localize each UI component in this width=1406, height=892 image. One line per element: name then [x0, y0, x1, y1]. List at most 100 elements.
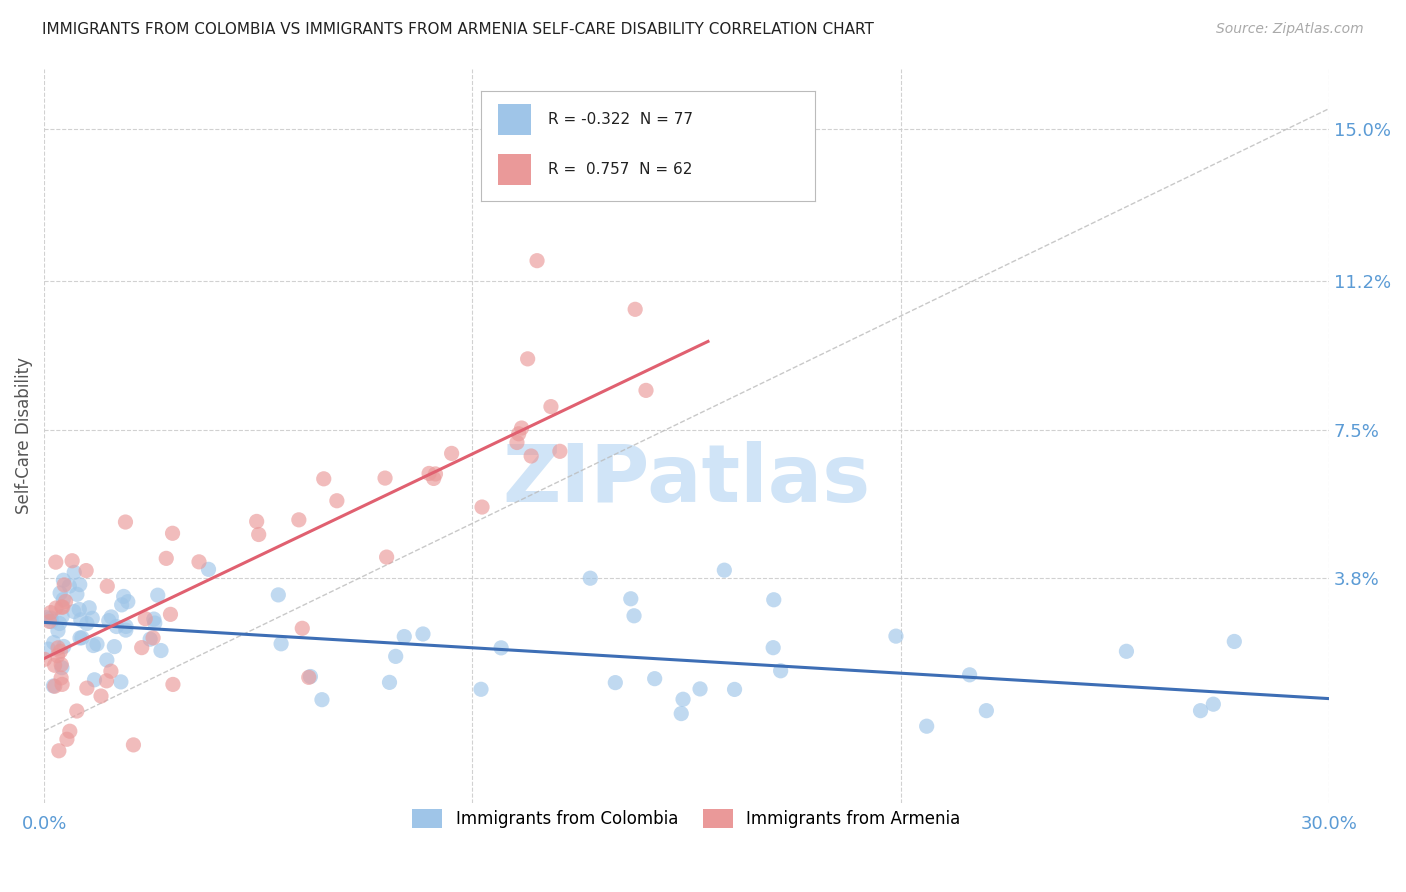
- Point: [188, 555, 211, 569]
- Point: [672, 692, 695, 706]
- Point: [82, 611, 104, 625]
- Point: [142, 631, 165, 645]
- Point: [69, 577, 91, 591]
- Point: [548, 444, 571, 458]
- Point: [247, 527, 270, 541]
- Point: [46, 624, 69, 638]
- Point: [39, 611, 62, 625]
- Point: [471, 500, 494, 514]
- Text: 0.0%: 0.0%: [21, 815, 67, 833]
- Point: [100, 664, 122, 678]
- Point: [526, 253, 548, 268]
- Point: [267, 588, 290, 602]
- Point: [111, 598, 134, 612]
- Point: [34, 652, 56, 666]
- Point: [418, 467, 440, 481]
- Point: [1223, 634, 1246, 648]
- Point: [412, 627, 434, 641]
- Point: [162, 677, 184, 691]
- Point: [96, 653, 118, 667]
- Point: [634, 384, 657, 398]
- Point: [540, 400, 562, 414]
- Point: [70, 631, 93, 645]
- Point: [58, 579, 80, 593]
- Point: [422, 471, 444, 485]
- Point: [67, 602, 90, 616]
- Point: [291, 621, 314, 635]
- Point: [100, 610, 122, 624]
- Point: [884, 629, 907, 643]
- Point: [51, 657, 73, 672]
- Point: [155, 551, 177, 566]
- Point: [114, 515, 136, 529]
- Point: [48, 744, 70, 758]
- Point: [66, 704, 89, 718]
- Point: [131, 640, 153, 655]
- Point: [246, 515, 269, 529]
- Text: 30.0%: 30.0%: [1301, 815, 1357, 833]
- Point: [82, 639, 104, 653]
- Point: [59, 724, 82, 739]
- Point: [143, 616, 166, 631]
- Point: [579, 571, 602, 585]
- Point: [42, 635, 65, 649]
- Point: [53, 578, 76, 592]
- Point: [42, 679, 65, 693]
- Point: [52, 640, 75, 654]
- Point: [41, 615, 63, 629]
- Point: [38, 615, 60, 629]
- Point: [44, 658, 66, 673]
- Point: [378, 675, 401, 690]
- Point: [49, 671, 72, 685]
- Point: [51, 600, 73, 615]
- Point: [915, 719, 938, 733]
- Point: [115, 619, 138, 633]
- Point: [56, 732, 79, 747]
- Point: [374, 471, 396, 485]
- Point: [150, 643, 173, 657]
- Point: [110, 674, 132, 689]
- Point: [114, 623, 136, 637]
- Point: [76, 681, 98, 695]
- Point: [75, 564, 97, 578]
- Text: ZIPatlas: ZIPatlas: [502, 441, 870, 519]
- Point: [52, 592, 75, 607]
- Point: [506, 435, 529, 450]
- Point: [49, 586, 72, 600]
- Point: [762, 640, 785, 655]
- Point: [96, 673, 118, 688]
- Point: [44, 679, 66, 693]
- Point: [76, 616, 98, 631]
- Point: [51, 677, 73, 691]
- Point: [83, 673, 105, 687]
- Point: [288, 513, 311, 527]
- Point: [959, 668, 981, 682]
- Point: [122, 738, 145, 752]
- Point: [63, 566, 86, 580]
- Point: [112, 590, 135, 604]
- Point: [96, 579, 118, 593]
- Point: [197, 562, 219, 576]
- Point: [66, 587, 89, 601]
- Point: [270, 637, 292, 651]
- Text: IMMIGRANTS FROM COLOMBIA VS IMMIGRANTS FROM ARMENIA SELF-CARE DISABILITY CORRELA: IMMIGRANTS FROM COLOMBIA VS IMMIGRANTS F…: [42, 22, 875, 37]
- Point: [159, 607, 181, 622]
- Point: [69, 631, 91, 645]
- Point: [49, 644, 72, 658]
- Point: [689, 681, 711, 696]
- Point: [723, 682, 745, 697]
- Point: [508, 426, 530, 441]
- Point: [55, 594, 77, 608]
- Point: [46, 648, 69, 663]
- Point: [520, 449, 543, 463]
- Point: [440, 446, 463, 460]
- Point: [86, 637, 108, 651]
- Point: [51, 609, 73, 624]
- Point: [299, 669, 322, 683]
- Point: [52, 600, 75, 615]
- Point: [425, 467, 447, 481]
- Point: [1202, 697, 1225, 711]
- Point: [63, 605, 86, 619]
- Point: [326, 493, 349, 508]
- Point: [623, 608, 645, 623]
